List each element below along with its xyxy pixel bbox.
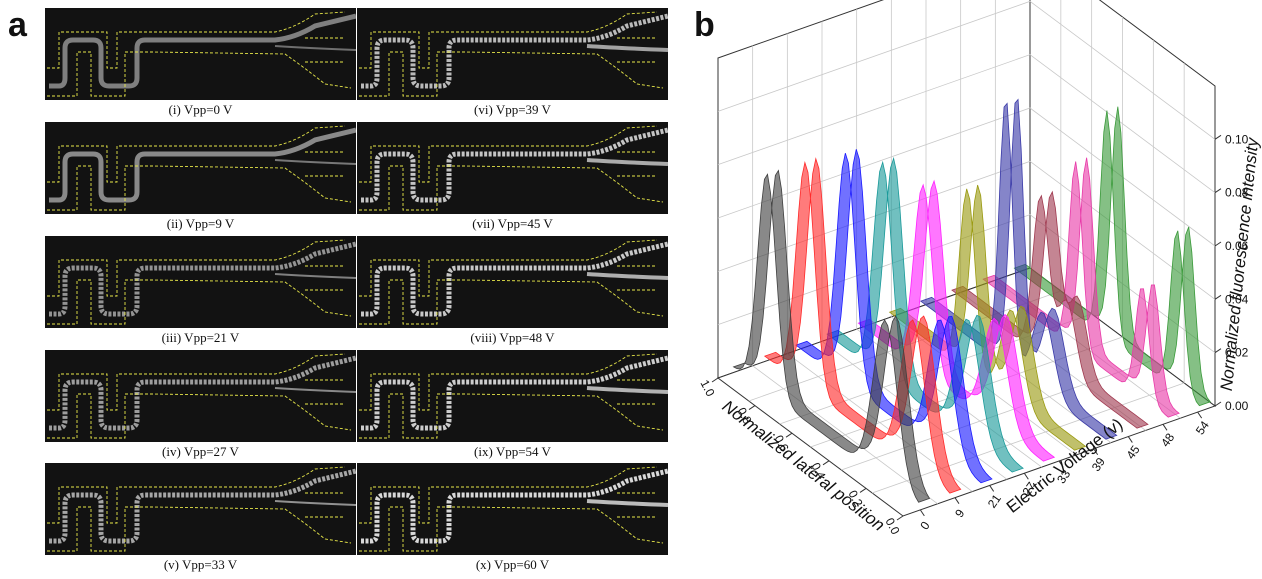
y-tick [1127,436,1133,443]
micrograph-caption: (x) Vpp=60 V [475,557,550,572]
channel-stream [361,468,668,544]
micrograph-image [357,350,668,442]
outlet-stream [274,45,356,51]
x-tick [711,377,719,383]
z-tick [1214,188,1222,194]
micrograph-image [45,463,356,555]
channel-stream [361,127,668,203]
channel-stream [361,355,668,431]
chart-3d-waterfall: 0.000.020.040.060.080.100.00.20.40.60.81… [697,0,1262,537]
outlet-stream [274,387,356,393]
micrograph-image [45,236,356,328]
z-tick [1214,348,1222,354]
z-axis-title: Normalized fluorescence intensity [1217,136,1262,392]
series-ribbon [826,156,1024,473]
x-tick [748,405,756,411]
gridline [717,54,1216,193]
z-tick-label: 0.04 [1225,292,1249,306]
z-tick-label: 0.00 [1225,399,1249,413]
y-tick [989,485,995,492]
series-ribbon [732,169,931,503]
channel-stream [361,241,668,317]
series-ribbon [795,149,993,484]
outlet-stream [586,272,668,280]
x-tick [896,515,904,521]
y-tick [1058,460,1064,468]
series-ribbon [857,179,1056,462]
y-tick-label: 39 [1089,455,1108,474]
micrograph-caption: (ix) Vpp=54 V [474,444,551,459]
micrograph-caption: (viii) Vpp=48 V [470,330,555,345]
panel-letter-a: a [8,6,27,44]
channel-stream [49,13,356,89]
micrograph-caption: (ii) Vpp=9 V [166,216,235,231]
micrograph-image [357,122,668,214]
micrograph-image [45,350,356,442]
z-tick-label: 0.08 [1225,186,1249,200]
y-tick [919,509,925,517]
micrograph-image [45,122,356,214]
y-tick-label: 21 [985,491,1004,510]
micrograph-caption: (i) Vpp=0 V [168,102,233,117]
outlet-stream [274,273,356,279]
micrograph-caption: (vii) Vpp=45 V [472,216,553,231]
micrograph-image [45,8,356,100]
z-tick-label: 0.10 [1225,132,1249,146]
x-tick [859,487,867,493]
channel-stream [49,468,356,544]
y-tick-label: 0 [917,519,932,533]
channel-stream [361,13,668,89]
channel-outline [359,125,664,211]
channel-outline [47,353,352,439]
z-tick [1214,294,1222,300]
z-tick [1214,134,1222,140]
z-tick [1214,241,1222,247]
gridline [717,0,1216,140]
gridline [717,107,1216,247]
micrograph-caption: (vi) Vpp=39 V [474,102,551,117]
micrograph-caption: (iv) Vpp=27 V [162,444,239,459]
panel-letter-b: b [694,6,715,44]
channel-outline [359,353,664,439]
y-tick-label: 54 [1193,418,1212,437]
y-tick-label: 9 [952,506,967,520]
outlet-stream [586,499,668,507]
channel-outline [359,466,664,552]
channel-stream [49,241,356,317]
y-tick [954,497,960,504]
z-tick-label: 0.02 [1225,346,1249,360]
micrograph-caption: (v) Vpp=33 V [163,557,238,572]
channel-outline [359,11,664,97]
micrograph-image [357,236,668,328]
y-tick [1093,448,1099,456]
x-tick [785,432,793,438]
outlet-stream [586,44,668,52]
y-tick-label: 45 [1123,443,1142,462]
channel-outline [47,239,352,325]
channel-outline [359,239,664,325]
channel-outline [47,466,352,552]
outlet-stream [586,386,668,394]
z-tick-label: 0.06 [1225,239,1249,253]
y-tick [1023,472,1029,480]
outlet-stream [274,500,356,506]
y-tick [1162,424,1168,431]
channel-outline [47,11,352,97]
micrograph-image [357,8,668,100]
y-tick [1197,411,1203,419]
channel-stream [49,355,356,431]
micrograph-caption: (iii) Vpp=21 V [161,330,240,345]
x-tick [822,460,830,466]
micrograph-image [357,463,668,555]
channel-outline [47,125,352,211]
y-tick-label: 48 [1158,430,1177,449]
outlet-stream [274,159,356,165]
outlet-stream [586,158,668,166]
series-ribbon [763,157,962,494]
z-tick [1214,401,1222,407]
channel-stream [49,127,356,203]
